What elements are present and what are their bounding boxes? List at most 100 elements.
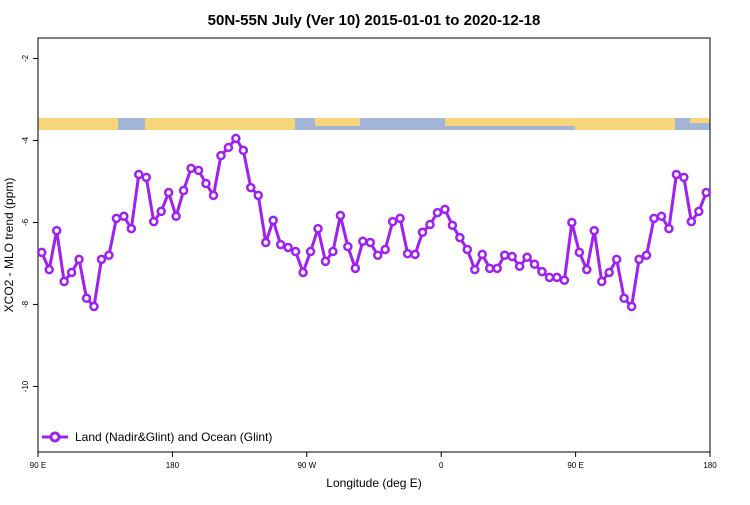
x-tick-label: 90 E — [567, 461, 583, 470]
data-point — [283, 242, 293, 253]
data-point — [193, 165, 204, 176]
data-point — [611, 254, 622, 265]
data-point — [604, 267, 614, 278]
data-point — [208, 190, 219, 201]
data-point — [81, 293, 92, 304]
data-point — [246, 182, 256, 193]
data-point — [387, 216, 398, 227]
y-tick-label: -2 — [21, 54, 30, 62]
x-tick-label: 180 — [166, 461, 180, 470]
data-point — [328, 246, 338, 257]
data-point — [156, 206, 166, 217]
data-point — [104, 250, 114, 260]
data-point — [51, 225, 62, 236]
data-point — [455, 232, 465, 243]
data-point — [66, 267, 77, 278]
data-point — [679, 172, 689, 183]
data-point — [365, 237, 376, 248]
data-point — [253, 190, 264, 201]
data-point — [260, 237, 271, 248]
data-point — [380, 244, 390, 255]
data-point — [231, 133, 241, 144]
data-point — [335, 210, 346, 221]
data-point — [671, 169, 682, 180]
x-tick-label: 90 W — [297, 461, 316, 470]
data-point — [134, 169, 144, 180]
data-point — [559, 275, 570, 286]
data-point — [492, 263, 502, 274]
data-point — [358, 236, 368, 247]
data-point — [372, 250, 383, 260]
data-point — [544, 272, 555, 283]
data-point — [148, 216, 159, 227]
data-point — [664, 223, 674, 234]
plot-frame — [37, 37, 711, 453]
data-point — [641, 250, 652, 260]
data-point — [350, 263, 361, 274]
data-point — [96, 254, 107, 265]
data-point — [440, 204, 450, 215]
data-point — [268, 215, 278, 226]
data-point — [36, 247, 47, 258]
data-point — [171, 211, 181, 222]
data-point — [410, 249, 420, 260]
data-point — [141, 172, 152, 183]
data-point — [186, 163, 196, 174]
data-point — [567, 217, 577, 228]
data-point — [178, 185, 189, 196]
data-point — [507, 251, 517, 262]
data-point — [275, 239, 286, 250]
x-axis-label: Longitude (deg E) — [326, 476, 421, 490]
data-point — [522, 252, 532, 263]
data-point — [701, 187, 712, 198]
data-point — [313, 223, 323, 234]
chart-title: 50N-55N July (Ver 10) 2015-01-01 to 2020… — [208, 12, 541, 29]
data-point — [59, 276, 69, 287]
data-point — [619, 293, 629, 304]
data-point — [163, 187, 174, 198]
data-point — [201, 178, 211, 189]
data-point — [470, 264, 480, 275]
data-point — [499, 250, 510, 260]
data-point — [223, 142, 234, 153]
data-point — [649, 213, 659, 224]
data-point — [432, 207, 443, 218]
data-point — [484, 263, 495, 274]
data-point — [305, 246, 316, 257]
legend-marker — [49, 431, 61, 443]
data-point — [634, 254, 644, 265]
data-point — [290, 246, 301, 257]
y-tick-label: -6 — [21, 218, 30, 226]
data-point — [694, 206, 704, 217]
y-axis-label: XCO2 - MLO trend (ppm) — [2, 178, 16, 313]
data-point — [395, 213, 405, 224]
data-point — [74, 254, 84, 265]
legend-label: Land (Nadir&Glint) and Ocean (Glint) — [75, 430, 272, 444]
data-point — [596, 276, 607, 287]
data-point — [402, 248, 413, 259]
data-point — [514, 261, 525, 272]
x-tick-label: 90 E — [30, 461, 46, 470]
data-point — [298, 267, 308, 278]
data-point — [626, 301, 637, 312]
y-tick-label: -10 — [21, 380, 30, 392]
data-point — [462, 244, 473, 255]
series-line — [40, 136, 708, 308]
data-point — [582, 264, 592, 275]
x-tick-label: 180 — [703, 461, 717, 470]
data-point — [44, 264, 54, 275]
data-point — [119, 211, 129, 222]
data-point — [537, 266, 547, 277]
data-point — [126, 223, 137, 234]
legend: Land (Nadir&Glint) and Ocean (Glint) — [42, 430, 272, 444]
data-point — [686, 216, 697, 227]
data-point — [343, 241, 353, 252]
data-point — [447, 220, 458, 231]
y-tick-label: -4 — [21, 136, 30, 144]
data-point — [477, 249, 488, 260]
data-point — [589, 225, 600, 236]
y-tick-label: -8 — [21, 300, 30, 308]
data-point — [425, 219, 435, 230]
